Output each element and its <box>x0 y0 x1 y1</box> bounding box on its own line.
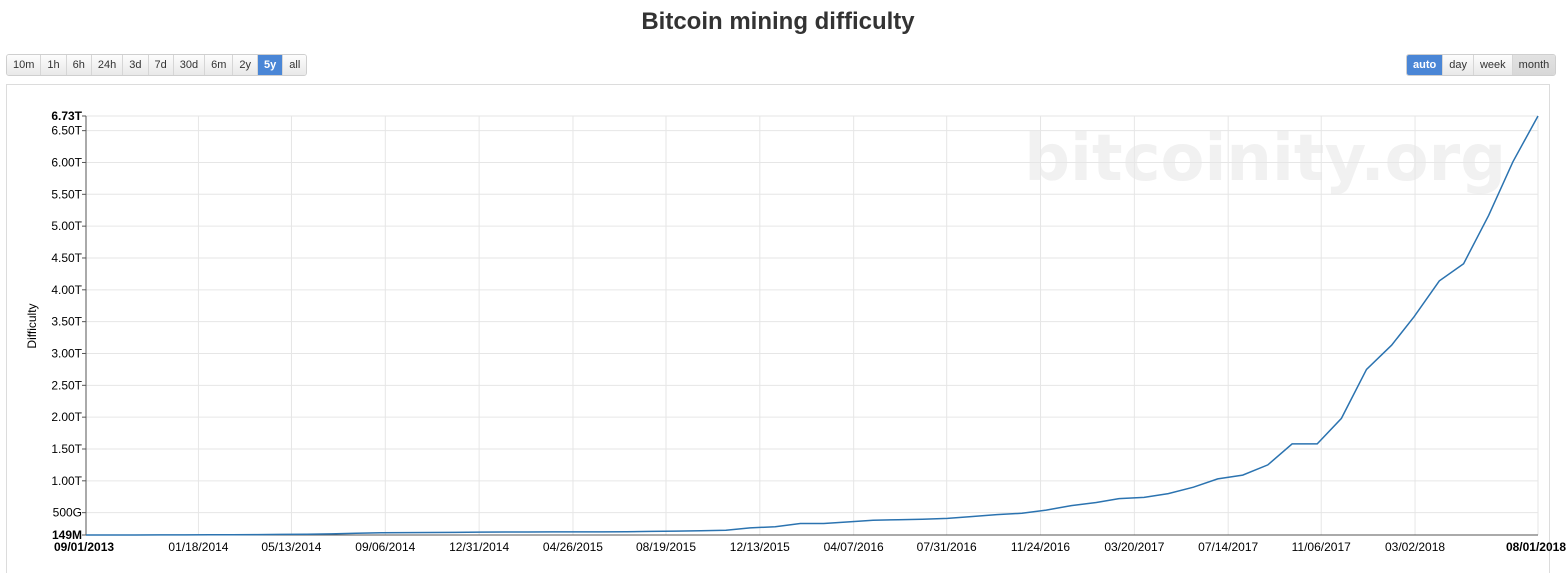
range-button-24h[interactable]: 24h <box>91 55 124 75</box>
period-button-day[interactable]: day <box>1443 55 1474 75</box>
y-axis-label: Difficulty <box>25 303 39 348</box>
x-tick-label: 05/13/2014 <box>261 540 321 554</box>
period-button-month[interactable]: month <box>1512 55 1556 75</box>
x-tick-label: 11/24/2016 <box>1011 540 1070 554</box>
range-button-10m[interactable]: 10m <box>7 55 42 75</box>
y-tick-label: 1.00T <box>51 474 82 488</box>
y-tick-label: 2.00T <box>51 410 82 424</box>
x-tick-label: 07/14/2017 <box>1198 540 1258 554</box>
range-button-6h[interactable]: 6h <box>66 55 92 75</box>
x-tick-label: 03/20/2017 <box>1104 540 1164 554</box>
range-button-5y[interactable]: 5y <box>258 55 284 75</box>
time-range-selector: 10m 1h 6h 24h 3d 7d 30d 6m 2y 5y all <box>6 54 308 76</box>
y-tick-label: 4.50T <box>51 251 82 265</box>
x-tick-label: 04/07/2016 <box>824 540 884 554</box>
x-tick-label: 07/31/2016 <box>917 540 977 554</box>
x-tick-label: 12/31/2014 <box>449 540 509 554</box>
x-tick-label: 03/02/2018 <box>1385 540 1445 554</box>
y-tick-label: 1.50T <box>51 442 82 456</box>
x-tick-label: 01/18/2014 <box>168 540 228 554</box>
range-button-30d[interactable]: 30d <box>173 55 206 75</box>
y-tick-label: 5.50T <box>51 187 82 201</box>
x-tick-label: 04/26/2015 <box>543 540 603 554</box>
y-tick-label: 3.00T <box>51 346 82 360</box>
difficulty-series-line[interactable] <box>86 115 1539 536</box>
x-tick-label: 08/01/2018 <box>1506 540 1566 554</box>
chart-frame <box>6 84 1550 573</box>
range-button-7d[interactable]: 7d <box>148 55 174 75</box>
chart-grid <box>85 115 1539 536</box>
y-tick-label: 6.73T <box>51 109 82 123</box>
y-tick-label: 5.00T <box>51 219 82 233</box>
x-tick-label: 11/06/2017 <box>1292 540 1351 554</box>
y-tick-label: 149M <box>52 528 82 542</box>
watermark: bitcoinity.org <box>1024 122 1506 196</box>
x-tick-label: 12/13/2015 <box>730 540 790 554</box>
chart-title: Bitcoin mining difficulty <box>641 8 915 35</box>
range-button-all[interactable]: all <box>283 55 307 75</box>
range-button-1h[interactable]: 1h <box>41 55 67 75</box>
range-button-3d[interactable]: 3d <box>123 55 149 75</box>
x-axis-ticks: 09/01/2013 01/18/2014 05/13/2014 09/06/2014… <box>54 540 1566 554</box>
range-button-6m[interactable]: 6m <box>205 55 234 75</box>
period-button-week[interactable]: week <box>1473 55 1513 75</box>
y-tick-label: 2.50T <box>51 378 82 392</box>
y-tick-label: 4.00T <box>51 283 82 297</box>
range-button-2y[interactable]: 2y <box>233 55 259 75</box>
y-tick-label: 6.50T <box>51 124 82 138</box>
y-axis-ticks: 149M 500G 1.00T 1.50T 2.00T 2.50T 3.00T 3.50T 4.… <box>51 109 86 542</box>
y-tick-label: 500G <box>53 506 82 520</box>
period-button-auto[interactable]: auto <box>1407 55 1444 75</box>
x-tick-label: 08/19/2015 <box>636 540 696 554</box>
aggregation-period-selector: auto day week month <box>1406 54 1557 76</box>
y-tick-label: 3.50T <box>51 315 82 329</box>
y-tick-label: 6.00T <box>51 155 82 169</box>
x-tick-label: 09/01/2013 <box>54 540 114 554</box>
x-tick-label: 09/06/2014 <box>355 540 415 554</box>
